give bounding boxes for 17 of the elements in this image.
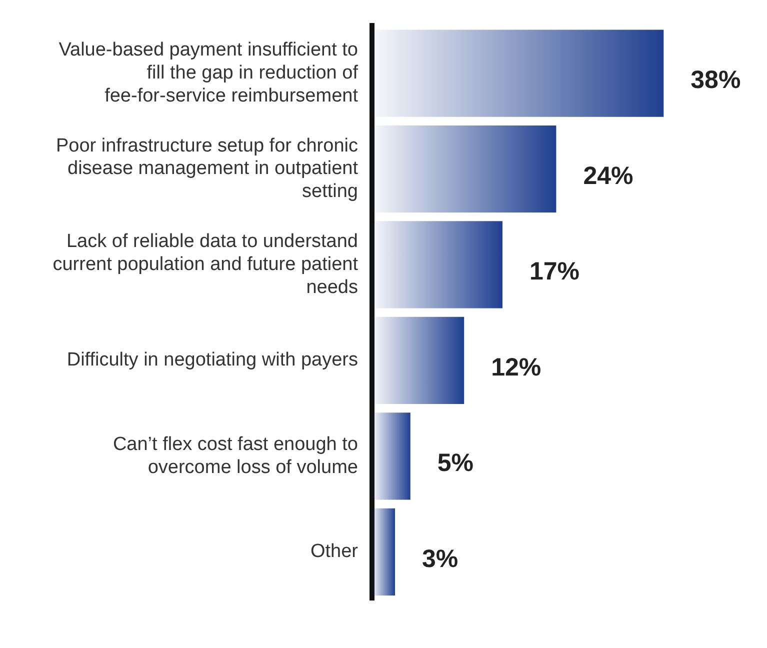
bar [372, 412, 410, 500]
y-tick-label: Difficulty in negotiating with payers [66, 350, 358, 371]
bar [372, 221, 502, 308]
data-label: 12% [491, 353, 542, 382]
y-tick-label: Other [310, 541, 359, 562]
bar [372, 125, 556, 213]
bar [372, 508, 396, 596]
y-tick-label: Can’t flex cost fast enough to overcome loss of volume [112, 434, 358, 478]
y-tick-label: Poor infrastructure setup for chronic disease management in outpatient setting [56, 135, 359, 202]
bar [372, 316, 464, 404]
y-tick-label: Value-based payment insufficient to fill the gap in reduction of fee-for-service reimbursement [58, 40, 359, 106]
data-label: 38% [690, 66, 741, 94]
data-label: 17% [529, 258, 580, 286]
data-label: 5% [437, 449, 474, 478]
y-tick-label: Lack of reliable data to understand current population and future patient needs [52, 231, 359, 298]
data-label: 3% [422, 544, 458, 573]
data-label: 24% [583, 162, 634, 190]
